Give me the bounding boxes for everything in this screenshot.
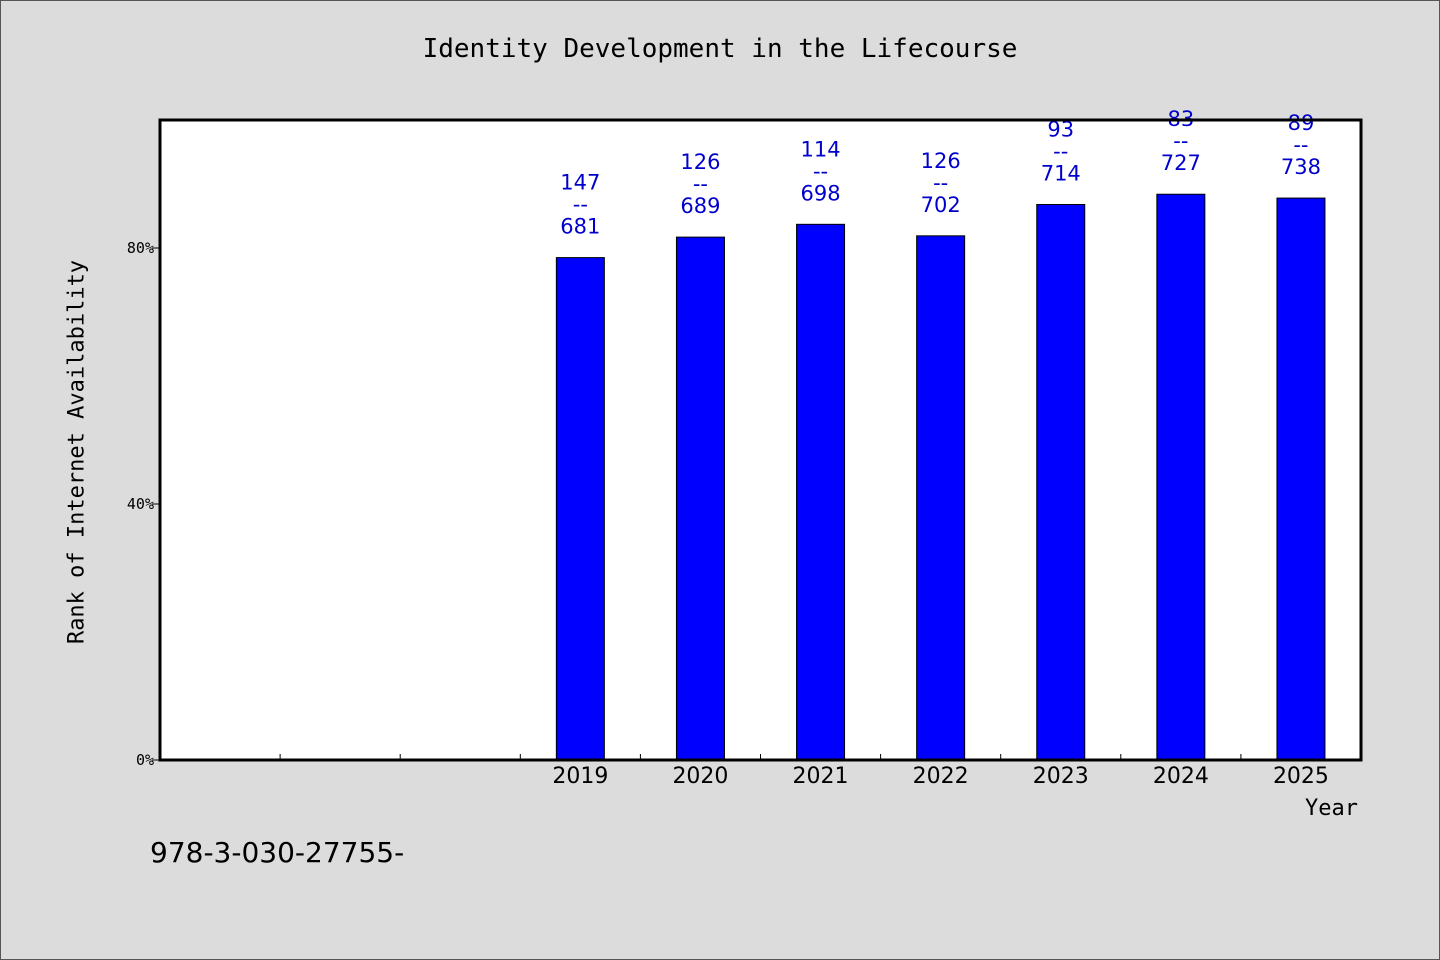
x-tick-label: 2024 — [1153, 764, 1209, 789]
bar-value-label: 698 — [801, 181, 841, 205]
y-tick-label: 80% — [127, 239, 154, 257]
bar — [555, 257, 605, 761]
bar — [916, 235, 966, 761]
y-tick-label: 0% — [136, 751, 154, 769]
x-tick-label: 2021 — [793, 764, 849, 789]
bar-value-label: -- — [1173, 129, 1188, 153]
bar — [1276, 197, 1326, 761]
bar-value-label: -- — [933, 171, 948, 195]
bar — [675, 236, 725, 761]
bar-value-label: -- — [1293, 133, 1308, 157]
bar-value-label: 147 — [560, 171, 600, 195]
bar-value-label: -- — [573, 193, 588, 217]
bar-value-label: 689 — [680, 194, 720, 218]
x-tick-label: 2019 — [552, 764, 608, 789]
bar-value-label: -- — [813, 159, 828, 183]
footer-isbn: 978-3-030-27755- — [150, 836, 405, 869]
bar-value-label: 126 — [921, 149, 961, 173]
bar — [1036, 203, 1086, 761]
bar-value-label: 738 — [1281, 155, 1321, 179]
plot-border — [158, 118, 1363, 762]
x-tick-label: 2020 — [672, 764, 728, 789]
bar-value-label: 702 — [921, 193, 961, 217]
x-tick-label: 2023 — [1033, 764, 1089, 789]
x-tick-label: 2025 — [1273, 764, 1329, 789]
y-tick-label: 40% — [127, 495, 154, 513]
bar — [796, 223, 846, 761]
bar-value-label: 714 — [1041, 161, 1081, 185]
bar-value-label: 89 — [1288, 111, 1315, 135]
bar-value-label: -- — [693, 172, 708, 196]
x-tick-label: 2022 — [913, 764, 969, 789]
bar-value-label: 114 — [801, 137, 841, 161]
bar-value-label: -- — [1053, 139, 1068, 163]
bar-value-label: 727 — [1161, 151, 1201, 175]
chart-title: Identity Development in the Lifecourse — [422, 34, 1018, 64]
bar-value-label: 681 — [560, 215, 600, 239]
bar-value-label: 126 — [680, 150, 720, 174]
bar — [1156, 193, 1206, 761]
x-axis-label: Year — [1305, 796, 1358, 821]
